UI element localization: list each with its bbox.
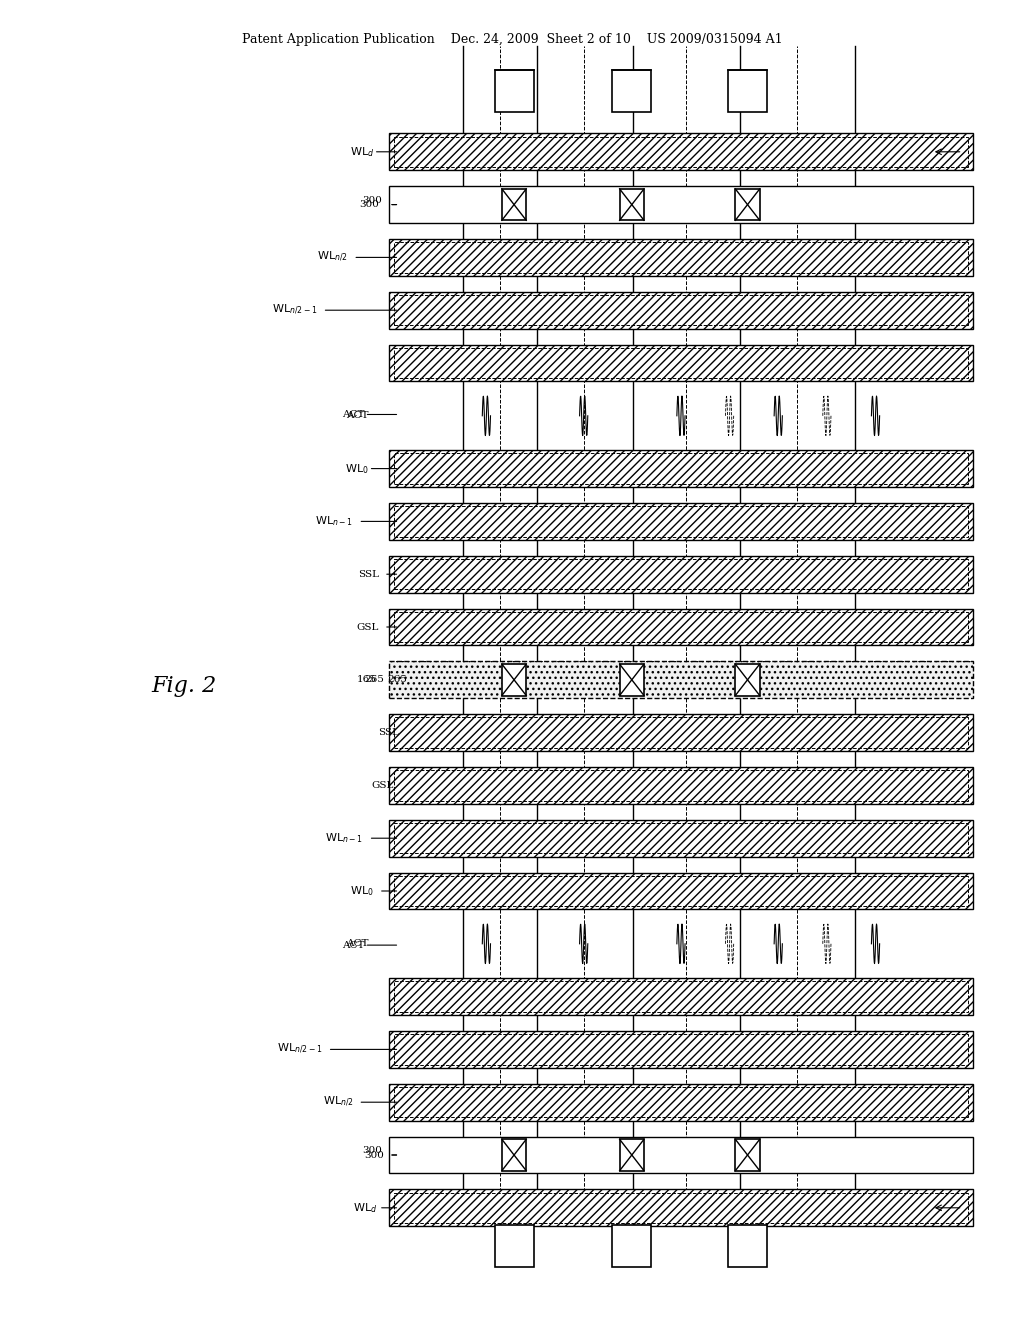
Bar <box>394 348 968 379</box>
Bar <box>389 1189 973 1226</box>
Bar <box>612 1225 651 1267</box>
Bar <box>394 982 968 1011</box>
Bar <box>389 714 973 751</box>
Bar <box>389 1031 973 1068</box>
Bar <box>394 1088 968 1117</box>
Bar <box>612 70 651 112</box>
Text: GSL: GSL <box>372 781 394 789</box>
Bar <box>389 133 973 170</box>
Bar <box>394 1035 968 1064</box>
Text: ACT: ACT <box>346 940 369 948</box>
Bar <box>389 1084 973 1121</box>
Text: $\mathrm{WL}_{0}$: $\mathrm{WL}_{0}$ <box>345 462 369 475</box>
Text: ACT: ACT <box>346 412 369 420</box>
Bar <box>394 242 968 272</box>
Bar <box>389 1137 973 1173</box>
Bar <box>389 609 973 645</box>
Text: $\mathrm{WL}_{n/2}$: $\mathrm{WL}_{n/2}$ <box>323 1096 353 1109</box>
Bar <box>394 876 968 906</box>
Bar <box>389 1084 973 1121</box>
Bar <box>394 454 968 484</box>
Bar <box>389 609 973 645</box>
Bar <box>389 873 973 909</box>
Text: $\mathrm{WL}_{n-1}$: $\mathrm{WL}_{n-1}$ <box>326 832 364 845</box>
Text: 265: 265 <box>387 676 407 684</box>
Bar <box>394 1193 968 1222</box>
Bar <box>389 820 973 857</box>
Bar <box>389 820 973 857</box>
Text: 300: 300 <box>362 1146 382 1155</box>
Text: ACT: ACT <box>342 941 365 949</box>
Text: ACT: ACT <box>342 411 365 418</box>
Text: 300: 300 <box>362 195 382 205</box>
Text: Fig. 2: Fig. 2 <box>152 676 217 697</box>
Bar <box>389 556 973 593</box>
Bar <box>394 612 968 643</box>
Text: 300: 300 <box>365 1151 384 1159</box>
Bar <box>389 345 973 381</box>
Bar <box>728 1225 767 1267</box>
Bar <box>389 767 973 804</box>
Bar <box>620 664 644 696</box>
Text: GSL: GSL <box>356 623 379 631</box>
Bar <box>389 661 973 698</box>
Bar <box>389 450 973 487</box>
Bar <box>620 1139 644 1171</box>
Bar <box>495 70 534 112</box>
Bar <box>502 1139 526 1171</box>
Bar <box>394 136 968 168</box>
Bar <box>389 978 973 1015</box>
Text: 265: 265 <box>365 676 384 684</box>
Bar <box>728 70 767 112</box>
Bar <box>394 507 968 537</box>
Text: $\mathrm{WL}_{n-1}$: $\mathrm{WL}_{n-1}$ <box>315 515 353 528</box>
Bar <box>502 189 526 220</box>
Bar <box>389 186 973 223</box>
Bar <box>394 770 968 800</box>
Bar <box>735 1139 760 1171</box>
Text: 300: 300 <box>359 201 379 209</box>
Bar <box>389 345 973 381</box>
Bar <box>389 556 973 593</box>
Text: $\mathrm{WL}_{n/2-1}$: $\mathrm{WL}_{n/2-1}$ <box>272 304 317 317</box>
Bar <box>389 450 973 487</box>
Bar <box>620 189 644 220</box>
Bar <box>389 503 973 540</box>
Bar <box>389 292 973 329</box>
Bar <box>394 560 968 590</box>
Text: Patent Application Publication    Dec. 24, 2009  Sheet 2 of 10    US 2009/031509: Patent Application Publication Dec. 24, … <box>242 33 782 46</box>
Text: $\mathrm{WL}_{n/2}$: $\mathrm{WL}_{n/2}$ <box>317 251 348 264</box>
Bar <box>394 296 968 326</box>
Bar <box>735 189 760 220</box>
Bar <box>389 239 973 276</box>
Bar <box>389 714 973 751</box>
Text: $\mathrm{WL}_{d}$: $\mathrm{WL}_{d}$ <box>349 145 374 158</box>
Text: 165: 165 <box>357 676 377 684</box>
Bar <box>389 767 973 804</box>
Bar <box>394 824 968 854</box>
Bar <box>389 978 973 1015</box>
Bar <box>389 1031 973 1068</box>
Bar <box>389 661 973 698</box>
Bar <box>502 664 526 696</box>
Text: $\mathrm{WL}_{d}$: $\mathrm{WL}_{d}$ <box>352 1201 377 1214</box>
Text: SSL: SSL <box>378 729 399 737</box>
Bar <box>389 239 973 276</box>
Text: SSL: SSL <box>357 570 379 578</box>
Bar <box>389 873 973 909</box>
Bar <box>389 292 973 329</box>
Bar <box>495 1225 534 1267</box>
Bar <box>389 133 973 170</box>
Bar <box>389 1189 973 1226</box>
Bar <box>735 664 760 696</box>
Bar <box>389 503 973 540</box>
Text: $\mathrm{WL}_{0}$: $\mathrm{WL}_{0}$ <box>350 884 374 898</box>
Text: $\mathrm{WL}_{n/2-1}$: $\mathrm{WL}_{n/2-1}$ <box>278 1043 323 1056</box>
Bar <box>394 718 968 747</box>
